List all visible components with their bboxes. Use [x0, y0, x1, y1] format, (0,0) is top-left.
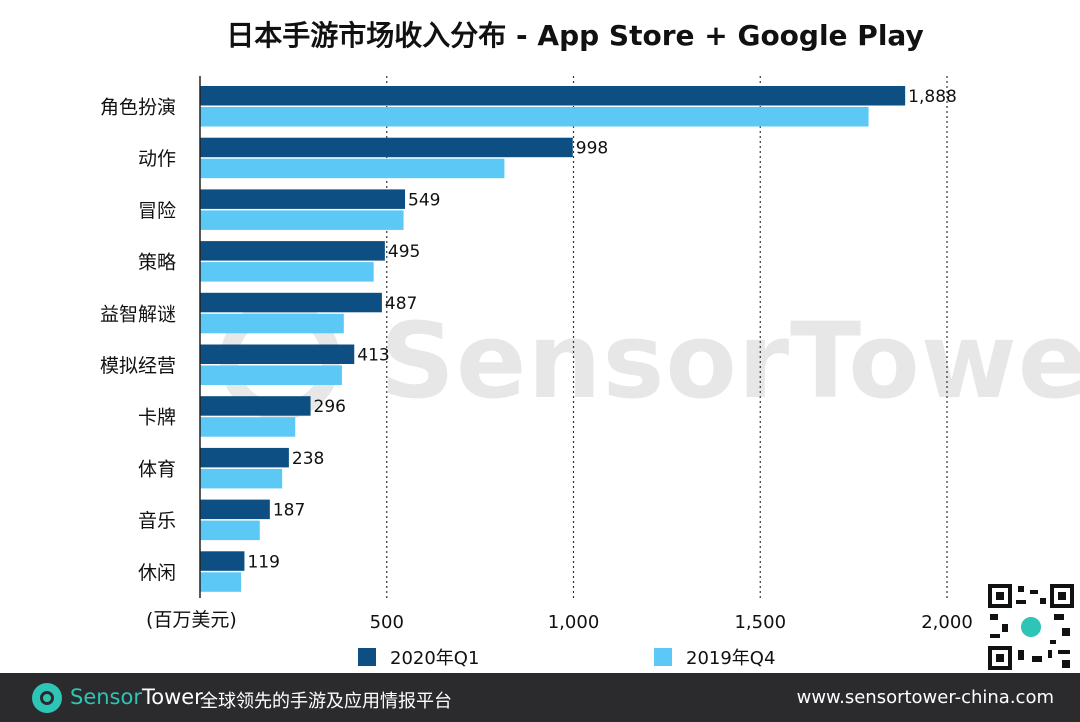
x-tick-label: 500 [370, 612, 404, 633]
category-label: 角色扮演 [100, 97, 176, 119]
sensortower-logo-icon [32, 683, 62, 713]
bar-2019q4 [200, 365, 342, 385]
bar-2020q1 [200, 137, 573, 158]
bar-2020q1 [200, 447, 289, 468]
category-label: 益智解谜 [100, 303, 176, 325]
bar-2020q1 [200, 396, 311, 416]
bar-2019q4 [200, 158, 505, 179]
bar-2020q1 [200, 241, 385, 261]
footer-brand-sensor: Sensor [70, 685, 142, 709]
bar-2019q4 [200, 107, 869, 127]
bar-2019q4 [200, 572, 242, 592]
category-label: 模拟经营 [100, 355, 176, 377]
category-label: 休闲 [138, 562, 176, 584]
legend-label: 2019年Q4 [686, 648, 775, 669]
legend-label: 2020年Q1 [390, 648, 479, 669]
x-tick-label: 2,000 [921, 612, 973, 633]
category-label: 卡牌 [138, 407, 176, 429]
category-label: 音乐 [138, 510, 176, 532]
chart-title: 日本手游市场收入分布 - App Store + Google Play [226, 19, 924, 52]
data-label: 119 [247, 552, 279, 572]
data-label: 413 [357, 346, 389, 366]
category-label: 体育 [138, 458, 176, 480]
x-tick-label: 1,000 [548, 612, 600, 633]
bar-2019q4 [200, 313, 344, 334]
category-label: 策略 [138, 252, 176, 274]
legend-swatch [654, 648, 672, 666]
bar-2020q1 [200, 344, 355, 364]
data-label: 238 [292, 449, 324, 469]
bar-2019q4 [200, 417, 296, 437]
x-tick-label: 1,500 [734, 612, 786, 633]
bar-chart: 1,888 角色扮演 998 动作 549 冒险 495 策略 487 益智解谜 413 模拟经营 29… [100, 76, 973, 669]
qr-logo-icon [1018, 614, 1044, 640]
footer-slogan: 全球领先的手游及应用情报平台 [200, 691, 452, 712]
data-label: 187 [273, 501, 305, 521]
bar-2019q4 [200, 262, 374, 282]
x-axis-unit-label: (百万美元) [146, 609, 237, 631]
qr-code [988, 584, 1074, 670]
bar-2019q4 [200, 520, 260, 541]
footer-brand: SensorTower [70, 685, 203, 709]
category-label: 冒险 [138, 200, 176, 222]
legend-swatch [358, 648, 376, 666]
bar-2020q1 [200, 189, 406, 209]
qr-code-pattern [988, 584, 1074, 670]
data-label: 1,888 [908, 87, 957, 107]
footer-brand-tower: Tower [141, 685, 203, 709]
bar-2020q1 [200, 86, 906, 106]
bar-2019q4 [200, 468, 283, 489]
bar-2020q1 [200, 551, 245, 571]
bar-2020q1 [200, 292, 382, 313]
footer-bar: SensorTower 全球领先的手游及应用情报平台 www.sensortow… [0, 673, 1080, 722]
category-label: 动作 [138, 148, 176, 170]
bar-2019q4 [200, 210, 404, 230]
footer-url[interactable]: www.sensortower-china.com [796, 687, 1054, 708]
data-label: 549 [408, 190, 440, 210]
data-label: 296 [314, 397, 346, 417]
data-label: 998 [576, 139, 608, 159]
bar-2020q1 [200, 499, 270, 520]
data-label: 495 [388, 242, 420, 262]
data-label: 487 [385, 294, 417, 314]
